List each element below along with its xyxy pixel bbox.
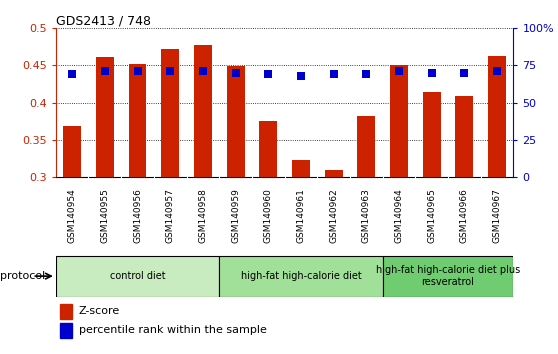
Point <box>166 69 175 74</box>
Bar <box>161 49 179 177</box>
Text: high-fat high-calorie diet: high-fat high-calorie diet <box>240 271 361 281</box>
Text: GSM140960: GSM140960 <box>264 188 273 244</box>
Bar <box>325 170 343 177</box>
Bar <box>455 96 473 177</box>
Bar <box>56 256 219 297</box>
Text: high-fat high-calorie diet plus
resveratrol: high-fat high-calorie diet plus resverat… <box>376 265 520 287</box>
Point <box>395 69 403 74</box>
Bar <box>227 66 244 177</box>
Text: GSM140954: GSM140954 <box>68 189 76 243</box>
Text: GSM140959: GSM140959 <box>231 188 240 244</box>
Bar <box>259 120 277 177</box>
Point <box>460 70 469 76</box>
Bar <box>422 92 441 177</box>
Text: GSM140958: GSM140958 <box>199 188 208 244</box>
Bar <box>219 256 383 297</box>
Bar <box>488 56 506 177</box>
Point <box>199 69 208 74</box>
Bar <box>292 160 310 177</box>
Text: GSM140963: GSM140963 <box>362 188 371 244</box>
Bar <box>357 116 376 177</box>
Text: protocol: protocol <box>0 271 45 281</box>
Bar <box>390 65 408 177</box>
Bar <box>383 256 513 297</box>
Text: GSM140961: GSM140961 <box>296 188 305 244</box>
Bar <box>96 57 114 177</box>
Text: GSM140956: GSM140956 <box>133 188 142 244</box>
Text: Z-score: Z-score <box>79 306 120 316</box>
Bar <box>194 45 212 177</box>
Text: control diet: control diet <box>110 271 165 281</box>
Text: GSM140967: GSM140967 <box>493 188 502 244</box>
Point <box>362 72 371 77</box>
Point <box>493 69 502 74</box>
Bar <box>60 323 72 338</box>
Text: GSM140957: GSM140957 <box>166 188 175 244</box>
Text: GDS2413 / 748: GDS2413 / 748 <box>56 14 151 27</box>
Bar <box>60 304 72 319</box>
Point <box>264 72 273 77</box>
Point <box>100 69 109 74</box>
Point <box>427 70 436 76</box>
Text: GSM140965: GSM140965 <box>427 188 436 244</box>
Text: GSM140962: GSM140962 <box>329 189 338 243</box>
Text: percentile rank within the sample: percentile rank within the sample <box>79 325 267 335</box>
Bar <box>63 126 81 177</box>
Text: GSM140966: GSM140966 <box>460 188 469 244</box>
Point <box>133 69 142 74</box>
Point <box>231 70 240 76</box>
Text: GSM140964: GSM140964 <box>395 189 403 243</box>
Point <box>329 72 338 77</box>
Text: GSM140955: GSM140955 <box>100 188 109 244</box>
Point <box>296 73 305 79</box>
Point <box>68 72 76 77</box>
Bar <box>128 64 147 177</box>
